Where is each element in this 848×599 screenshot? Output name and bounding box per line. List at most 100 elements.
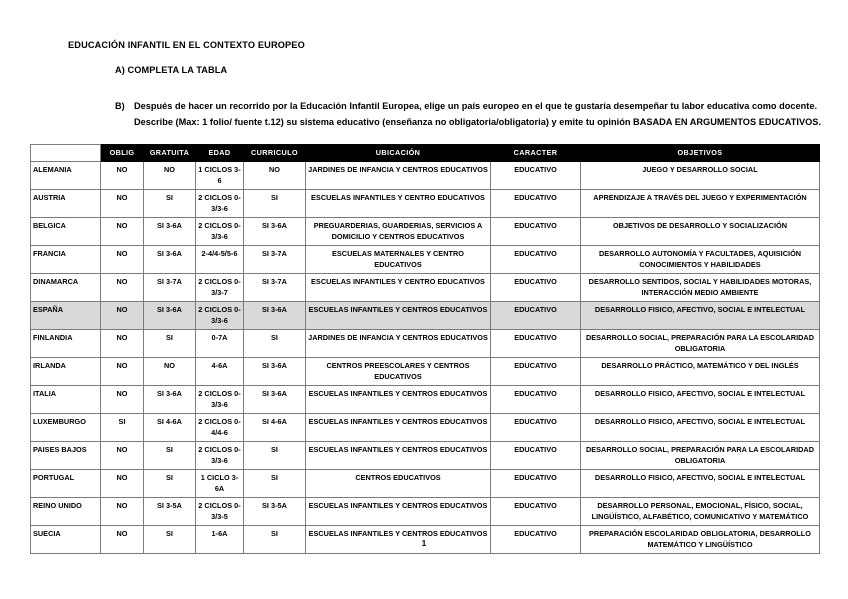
- cell-objetivos: DESARROLLO SOCIAL, PREPARACIÓN PARA LA E…: [580, 329, 820, 358]
- section-b-block: B) Después de hacer un recorrido por la …: [115, 99, 827, 130]
- cell-oblig: NO: [100, 497, 144, 526]
- cell-objetivos: APRENDIZAJE A TRAVÉS DEL JUEGO Y EXPERIM…: [580, 189, 820, 218]
- cell-gratuita: SI 4-6A: [143, 413, 196, 442]
- section-b-text: Después de hacer un recorrido por la Edu…: [134, 101, 822, 127]
- table-row: REINO UNIDO NO SI 3-5A 2 CICLOS 0-3/3-5 SI 3…: [30, 497, 820, 526]
- cell-objetivos: DESARROLLO SENTIDOS, SOCIAL Y HABILIDADE…: [580, 273, 820, 302]
- cell-country: ALEMANIA: [30, 161, 101, 190]
- cell-gratuita: NO: [143, 161, 196, 190]
- column-header-edad: EDAD: [195, 144, 244, 162]
- cell-curriculo: SI: [243, 441, 306, 470]
- column-header-caracter: CARACTER: [490, 144, 581, 162]
- cell-country: DINAMARCA: [30, 273, 101, 302]
- cell-oblig: NO: [100, 441, 144, 470]
- table-row: FINLANDIA NO SI 0-7A SI JARDINES DE INFANCIA …: [30, 329, 820, 358]
- cell-oblig: NO: [100, 161, 144, 190]
- cell-ubicacion: ESCUELAS INFANTILES Y CENTROS EDUCATIVOS: [305, 497, 491, 526]
- cell-curriculo: SI: [243, 329, 306, 358]
- cell-edad: 4-6A: [195, 357, 244, 386]
- column-header-country: [30, 144, 101, 162]
- cell-caracter: EDUCATIVO: [490, 217, 581, 246]
- cell-caracter: EDUCATIVO: [490, 245, 581, 274]
- cell-oblig: NO: [100, 217, 144, 246]
- cell-country: REINO UNIDO: [30, 497, 101, 526]
- cell-objetivos: JUEGO Y DESARROLLO SOCIAL: [580, 161, 820, 190]
- cell-edad: 2 CICLOS 0-3/3-7: [195, 273, 244, 302]
- cell-curriculo: SI 3-7A: [243, 245, 306, 274]
- cell-ubicacion: ESCUELAS INFANTILES Y CENTROS EDUCATIVOS: [305, 441, 491, 470]
- cell-objetivos: DESARROLLO PERSONAL, EMOCIONAL, FÍSICO, …: [580, 497, 820, 526]
- cell-caracter: EDUCATIVO: [490, 329, 581, 358]
- cell-gratuita: SI 3-6A: [143, 301, 196, 330]
- cell-objetivos: PREPARACIÓN ESCOLARIDAD OBLIGLATORIA, DE…: [580, 525, 820, 554]
- cell-objetivos: DESARROLLO AUTONOMÍA Y FACULTADES, AQUIS…: [580, 245, 820, 274]
- table-row: AUSTRIA NO SI 2 CICLOS 0-3/3-6 SI ESCUELAS IN…: [30, 189, 820, 218]
- cell-ubicacion: ESCUELAS INFANTILES Y CENTRO EDUCATIVOS: [305, 189, 491, 218]
- table-row: BELGICA NO SI 3-6A 2 CICLOS 0-3/3-6 SI 3-6A P…: [30, 217, 820, 246]
- cell-objetivos: DESARROLLO PRÁCTICO, MATEMÁTICO Y DEL IN…: [580, 357, 820, 386]
- cell-gratuita: NO: [143, 357, 196, 386]
- cell-objetivos: DESARROLLO FISICO, AFECTIVO, SOCIAL E IN…: [580, 385, 820, 414]
- column-header-gratuita: GRATUITA: [143, 144, 196, 162]
- cell-gratuita: SI 3-6A: [143, 245, 196, 274]
- cell-objetivos: DESARROLLO FISICO, AFECTIVO, SOCIAL E IN…: [580, 413, 820, 442]
- column-header-curriculo: CURRICULO: [243, 144, 306, 162]
- cell-curriculo: SI 3-5A: [243, 497, 306, 526]
- cell-oblig: NO: [100, 301, 144, 330]
- cell-edad: 2-4/4-5/5-6: [195, 245, 244, 274]
- cell-caracter: EDUCATIVO: [490, 161, 581, 190]
- cell-caracter: EDUCATIVO: [490, 189, 581, 218]
- cell-ubicacion: ESCUELAS INFANTILES Y CENTROS EDUCATIVOS: [305, 525, 491, 554]
- cell-gratuita: SI 3-5A: [143, 497, 196, 526]
- cell-edad: 1 CICLO 3-6A: [195, 469, 244, 498]
- cell-objetivos: DESARROLLO SOCIAL, PREPARACIÓN PARA LA E…: [580, 441, 820, 470]
- column-header-objetivos: OBJETIVOS: [580, 144, 820, 162]
- cell-ubicacion: JARDINES DE INFANCIA Y CENTROS EDUCATIVO…: [305, 329, 491, 358]
- cell-country: ESPAÑA: [30, 301, 101, 330]
- cell-curriculo: SI 3-6A: [243, 301, 306, 330]
- cell-gratuita: SI 3-6A: [143, 385, 196, 414]
- cell-caracter: EDUCATIVO: [490, 273, 581, 302]
- cell-caracter: EDUCATIVO: [490, 357, 581, 386]
- cell-curriculo: SI 3-6A: [243, 385, 306, 414]
- table-row: PAISES BAJOS NO SI 2 CICLOS 0-3/3-6 SI ESCUEL…: [30, 441, 820, 470]
- cell-gratuita: SI: [143, 525, 196, 554]
- table-row: ITALIA NO SI 3-6A 2 CICLOS 0-3/3-6 SI 3-6A ES…: [30, 385, 820, 414]
- cell-country: BELGICA: [30, 217, 101, 246]
- cell-gratuita: SI 3-7A: [143, 273, 196, 302]
- cell-oblig: SI: [100, 413, 144, 442]
- cell-curriculo: SI 4-6A: [243, 413, 306, 442]
- cell-gratuita: SI 3-6A: [143, 217, 196, 246]
- table-row: LUXEMBURGO SI SI 4-6A 2 CICLOS 0-4/4-6 SI 4-…: [30, 413, 820, 442]
- cell-country: PORTUGAL: [30, 469, 101, 498]
- cell-ubicacion: ESCUELAS INFANTILES Y CENTRO EDUCATIVOS: [305, 273, 491, 302]
- table-row: ALEMANIA NO NO 1 CICLOS 3-6 NO JARDINES DE IN…: [30, 161, 820, 190]
- cell-country: IRLANDA: [30, 357, 101, 386]
- cell-edad: 2 CICLOS 0-3/3-6: [195, 385, 244, 414]
- cell-caracter: EDUCATIVO: [490, 497, 581, 526]
- table-row: DINAMARCA NO SI 3-7A 2 CICLOS 0-3/3-7 SI 3-7…: [30, 273, 820, 302]
- cell-edad: 2 CICLOS 0-3/3-6: [195, 441, 244, 470]
- cell-edad: 2 CICLOS 0-3/3-6: [195, 301, 244, 330]
- cell-oblig: NO: [100, 245, 144, 274]
- education-comparison-table: OBLIG GRATUITA EDAD CURRICULO UBICACIÓN …: [30, 144, 820, 554]
- table-row: PORTUGAL NO SI 1 CICLO 3-6A SI CENTROS EDUCAT…: [30, 469, 820, 498]
- cell-ubicacion: ESCUELAS MATERNALES Y CENTRO EDUCATIVOS: [305, 245, 491, 274]
- cell-objetivos: DESARROLLO FISICO, AFECTIVO, SOCIAL E IN…: [580, 469, 820, 498]
- cell-edad: 2 CICLOS 0-3/3-5: [195, 497, 244, 526]
- cell-edad: 0-7A: [195, 329, 244, 358]
- cell-edad: 1-6A: [195, 525, 244, 554]
- cell-edad: 2 CICLOS 0-3/3-6: [195, 189, 244, 218]
- cell-country: AUSTRIA: [30, 189, 101, 218]
- cell-gratuita: SI: [143, 329, 196, 358]
- cell-oblig: NO: [100, 357, 144, 386]
- cell-objetivos: DESARROLLO FISICO, AFECTIVO, SOCIAL E IN…: [580, 301, 820, 330]
- cell-ubicacion: JARDINES DE INFANCIA Y CENTROS EDUCATIVO…: [305, 161, 491, 190]
- page-title: EDUCACIÓN INFANTIL EN EL CONTEXTO EUROPE…: [68, 40, 305, 50]
- cell-curriculo: SI 3-6A: [243, 357, 306, 386]
- cell-curriculo: SI: [243, 469, 306, 498]
- cell-gratuita: SI: [143, 189, 196, 218]
- section-a-heading: A) COMPLETA LA TABLA: [115, 65, 228, 75]
- cell-oblig: NO: [100, 329, 144, 358]
